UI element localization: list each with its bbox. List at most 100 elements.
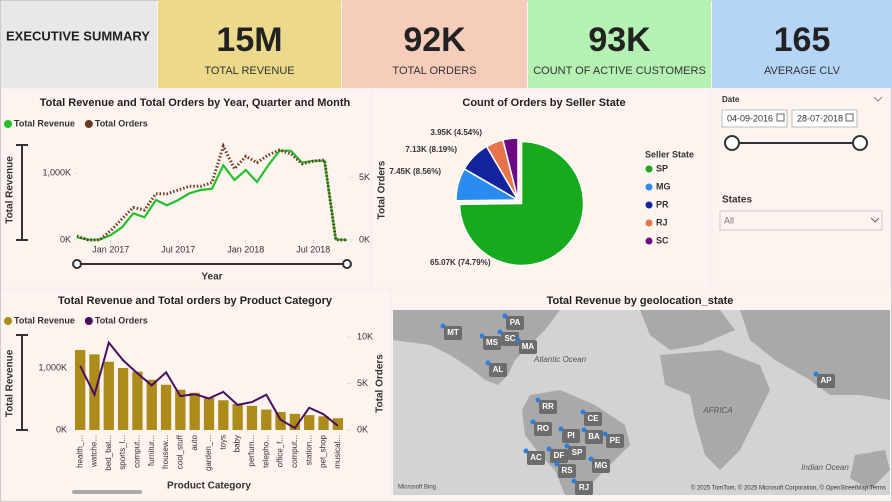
map-label-box xyxy=(562,429,580,443)
y2-tick-label: 5K xyxy=(357,378,368,388)
map-label-box xyxy=(527,451,545,465)
x-tick-label: baby xyxy=(233,435,242,452)
legend-marker xyxy=(84,317,93,325)
bar xyxy=(203,397,215,430)
header-box xyxy=(0,0,157,88)
kpi-value: 165 xyxy=(774,21,831,59)
map-label-box xyxy=(519,340,537,354)
line-series xyxy=(76,142,348,242)
calendar-icon[interactable] xyxy=(776,113,785,122)
chart-title: Total Revenue and Total orders by Produc… xyxy=(58,295,333,307)
filter-label: Date xyxy=(722,95,740,104)
map-label-box xyxy=(534,422,552,436)
legend-marker xyxy=(645,201,653,209)
legend-marker xyxy=(645,219,653,227)
legend-label: SC xyxy=(656,235,669,245)
map-label: CE xyxy=(587,414,599,423)
data-label: 65.07K (74.79%) xyxy=(430,258,491,267)
bar xyxy=(318,416,329,430)
legend-label: PR xyxy=(656,199,669,209)
bar xyxy=(189,392,200,430)
x-axis-title: Product Category xyxy=(167,481,251,492)
kpi-card xyxy=(528,0,711,88)
x-tick-label: garden_... xyxy=(204,435,213,471)
bar xyxy=(160,384,172,430)
x-tick-label: watche... xyxy=(90,435,99,468)
map-label-box xyxy=(592,459,610,473)
y2-axis-title: Total Orders xyxy=(377,160,388,219)
map-label-box xyxy=(585,430,603,444)
y2-tick-label: 0K xyxy=(359,234,370,244)
calendar-icon[interactable] xyxy=(845,113,854,122)
chevron[interactable] xyxy=(870,217,880,223)
map-place: Atlantic Ocean xyxy=(533,355,587,364)
panel xyxy=(0,89,371,289)
chart-title: Total Revenue and Total Orders by Year, … xyxy=(40,97,351,109)
bar xyxy=(103,361,114,430)
y2-tick-label: 10K xyxy=(357,331,373,341)
line-series xyxy=(79,340,339,430)
scrollbar[interactable] xyxy=(72,490,142,494)
land xyxy=(660,350,770,470)
y-tick-label: 0K xyxy=(60,234,71,244)
legend-marker xyxy=(84,120,93,128)
bar xyxy=(232,403,243,430)
map-label: RS xyxy=(561,466,573,475)
legend-marker xyxy=(645,165,653,173)
pie-slice xyxy=(502,137,519,201)
legend-marker xyxy=(4,120,12,128)
slider-handle[interactable] xyxy=(852,135,868,151)
states-value: All xyxy=(724,215,734,225)
states-dropdown[interactable] xyxy=(719,210,883,231)
map-label: DF xyxy=(554,451,565,460)
y-tick-label: 1,000K xyxy=(38,362,67,372)
x-tick-label: Jul 2018 xyxy=(296,244,330,254)
x-tick-label: perfum... xyxy=(247,435,256,467)
map-place: AFRICA xyxy=(702,406,732,415)
kpi-value: 93K xyxy=(588,21,651,59)
date-input[interactable] xyxy=(791,109,858,128)
legend-label: Total Orders xyxy=(95,315,148,325)
bar xyxy=(304,415,315,430)
x-tick-label: telepho... xyxy=(261,435,270,468)
x-tick-label: Jan 2018 xyxy=(227,244,264,254)
land xyxy=(850,450,890,490)
slider-handle[interactable] xyxy=(342,259,352,269)
chevron[interactable] xyxy=(873,96,883,102)
kpi-label: COUNT OF ACTIVE CUSTOMERS xyxy=(533,65,706,77)
map-label: PI xyxy=(567,431,575,440)
bar xyxy=(75,350,86,430)
y-axis-title: Total Revenue xyxy=(5,349,16,417)
map-label-box xyxy=(606,434,624,448)
x-axis-title: Year xyxy=(201,272,222,283)
bar xyxy=(289,413,301,430)
x-tick-label: sports_l... xyxy=(118,435,127,470)
slider-handle[interactable] xyxy=(72,259,82,269)
map-label-box xyxy=(550,449,568,463)
map-label: SC xyxy=(504,334,515,343)
filter-label: States xyxy=(722,195,752,206)
kpi-card xyxy=(342,0,527,88)
map-labels: MT PA SC MS MA AL AP RR CE RO PI BA PE AC DF SP MG RS RJ At… xyxy=(398,313,886,495)
map-label-box xyxy=(539,400,557,414)
legend-marker xyxy=(645,237,653,245)
map-label-box xyxy=(568,446,586,460)
date-input[interactable] xyxy=(721,109,788,128)
x-tick-label: toys xyxy=(218,435,227,450)
x-tick-label: auto xyxy=(190,434,199,450)
date-start: 04-09-2016 xyxy=(727,113,773,123)
slider-handle[interactable] xyxy=(724,135,740,151)
bar xyxy=(218,400,229,430)
map-label-box xyxy=(483,336,501,350)
legend-marker xyxy=(645,183,653,191)
legend-label: Total Revenue xyxy=(14,315,75,325)
map-label-box xyxy=(575,481,593,495)
map-label: AC xyxy=(530,453,542,462)
bar xyxy=(117,368,129,430)
kpi-value: 15M xyxy=(216,21,282,59)
map-label: MT xyxy=(447,328,459,337)
map-label: MG xyxy=(595,461,608,470)
x-tick-label: housew... xyxy=(161,435,170,469)
legend-label: Total Revenue xyxy=(14,118,75,128)
